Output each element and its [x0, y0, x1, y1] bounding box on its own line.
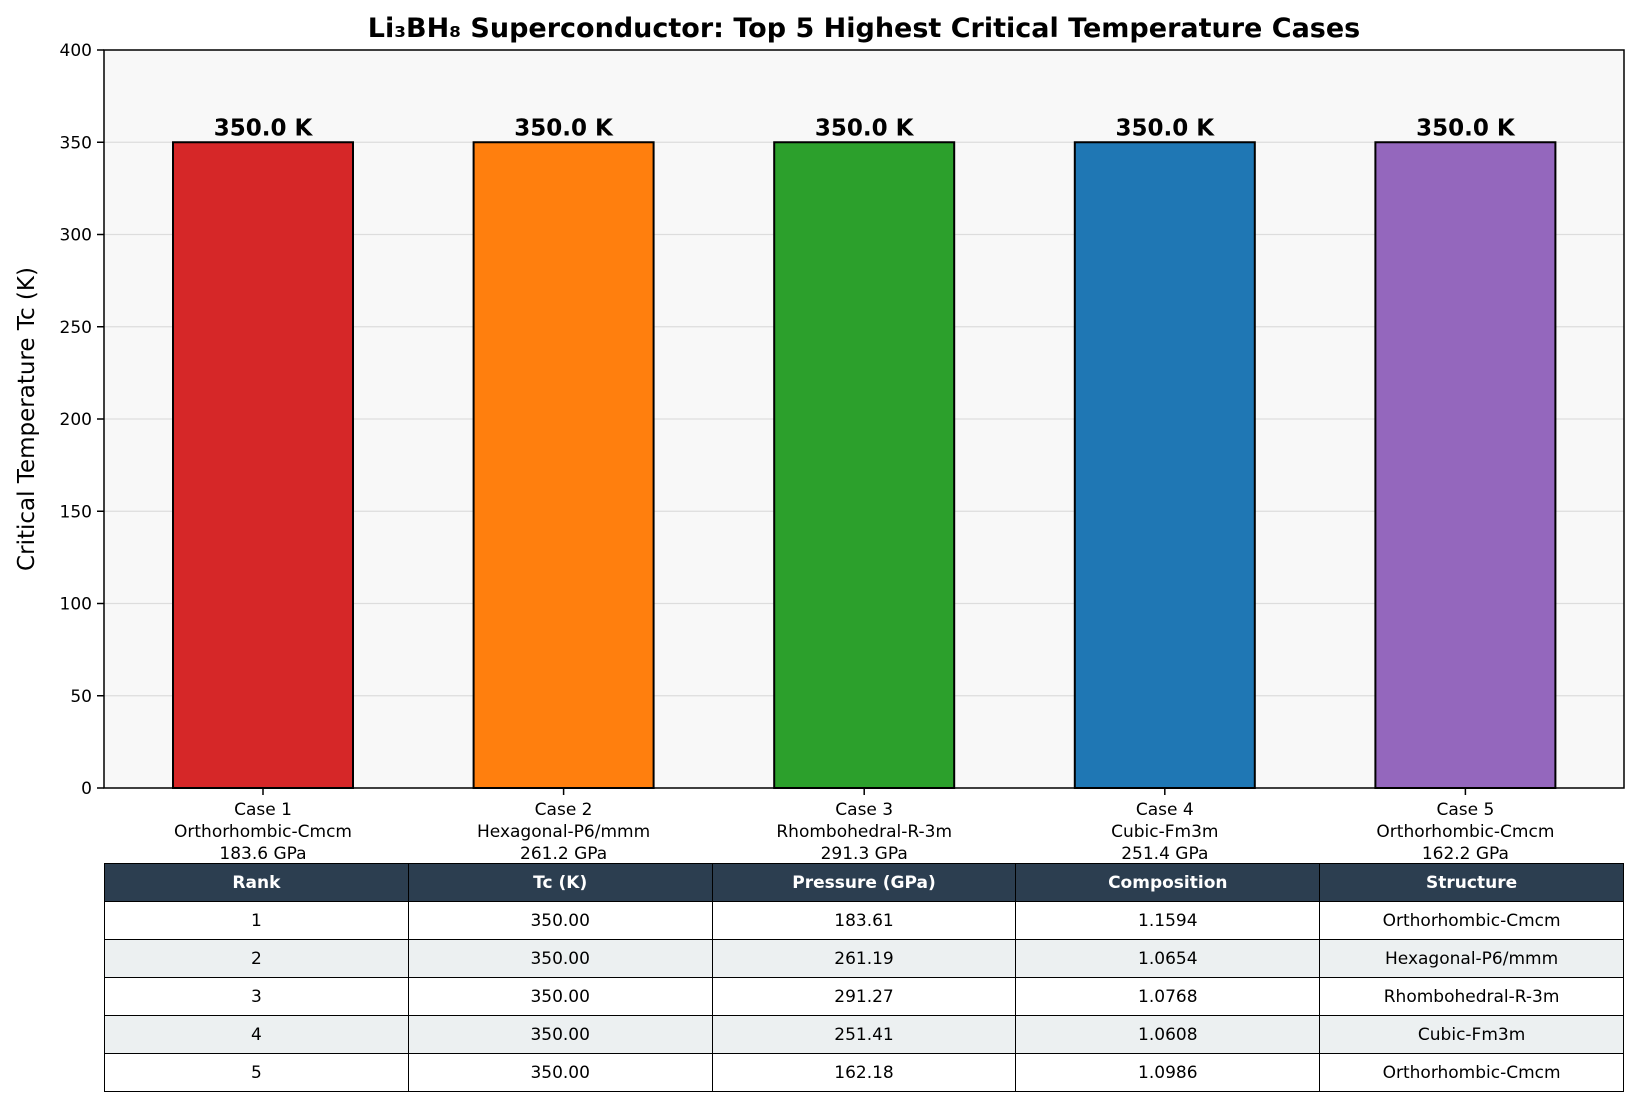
- y-tick-label: 350: [60, 133, 92, 153]
- bar: [172, 141, 354, 789]
- bars: 350.0 K 350.0 K 350.0 K 350.0 K 350.0 K: [172, 115, 1557, 789]
- table-cell: Orthorhombic-Cmcm: [1319, 1053, 1624, 1092]
- x-tick-label-line: Cubic-Fm3m: [1111, 822, 1218, 842]
- y-tick-label: 100: [60, 595, 92, 615]
- table-cell: 251.41: [711, 1015, 1017, 1054]
- x-tick-label-line: 251.4 GPa: [1121, 844, 1208, 864]
- table-cell: 5: [104, 1053, 409, 1092]
- table-cell: 162.18: [711, 1053, 1017, 1092]
- header-structure: Structure: [1319, 863, 1624, 902]
- chart-title: Li₃BH₈ Superconductor: Top 5 Highest Cri…: [368, 13, 1361, 44]
- x-tick-label-line: Hexagonal-P6/mmm: [477, 822, 650, 842]
- table-cell: 1.0654: [1015, 939, 1321, 978]
- x-tick-label-line: Case 5: [1436, 800, 1494, 820]
- table-row: 3 350.00 291.27 1.0768 Rhombohedral-R-3m: [104, 977, 1624, 1016]
- x-tick-label-line: Orthorhombic-Cmcm: [1376, 822, 1554, 842]
- header-rank: Rank: [104, 863, 409, 902]
- y-axis-label: Critical Temperature Tc (K): [14, 267, 40, 571]
- results-table: Rank Tc (K) Pressure (GPa) Composition S…: [104, 863, 1624, 1092]
- y-tick-label: 50: [70, 687, 92, 707]
- x-tick-label-line: 162.2 GPa: [1422, 844, 1509, 864]
- y-tick-label: 150: [60, 502, 92, 522]
- table-cell: 1.0608: [1015, 1015, 1321, 1054]
- table-cell: 4: [104, 1015, 409, 1054]
- x-tick-label-line: Case 4: [1136, 800, 1194, 820]
- table-row: 4 350.00 251.41 1.0608 Cubic-Fm3m: [104, 1015, 1624, 1054]
- x-tick-label-line: Orthorhombic-Cmcm: [174, 822, 352, 842]
- y-tick-label: 250: [60, 318, 92, 338]
- table-cell: 1: [104, 901, 409, 940]
- y-tick-label: 300: [60, 226, 92, 246]
- x-tick-label-line: Case 3: [835, 800, 893, 820]
- table-row: 2 350.00 261.19 1.0654 Hexagonal-P6/mmm: [104, 939, 1624, 978]
- table-cell: 350.00: [407, 939, 713, 978]
- table-cell: 350.00: [407, 901, 713, 940]
- bar-value-label: 350.0 K: [1116, 115, 1216, 141]
- bar-value-label: 350.0 K: [1416, 115, 1516, 141]
- table-cell: 3: [104, 977, 409, 1016]
- x-tick-label-line: 261.2 GPa: [520, 844, 607, 864]
- x-tick-label-line: Rhombohedral-R-3m: [776, 822, 952, 842]
- table-cell: 350.00: [407, 1015, 713, 1054]
- x-tick-label-line: 291.3 GPa: [821, 844, 908, 864]
- bar-value-label: 350.0 K: [514, 115, 614, 141]
- table-header-row: Rank Tc (K) Pressure (GPa) Composition S…: [104, 863, 1624, 902]
- table-cell: 350.00: [407, 977, 713, 1016]
- bar: [1073, 141, 1256, 789]
- header-composition: Composition: [1015, 863, 1321, 902]
- table-cell: Rhombohedral-R-3m: [1319, 977, 1624, 1016]
- y-tick-label: 0: [81, 779, 92, 799]
- header-pressure: Pressure (GPa): [711, 863, 1017, 902]
- y-tick-label: 200: [60, 410, 92, 430]
- table-cell: 291.27: [711, 977, 1017, 1016]
- table-cell: 1.0768: [1015, 977, 1321, 1016]
- header-tc: Tc (K): [407, 863, 713, 902]
- table-cell: Orthorhombic-Cmcm: [1319, 901, 1624, 940]
- bar-value-label: 350.0 K: [214, 115, 314, 141]
- table-row: 1 350.00 183.61 1.1594 Orthorhombic-Cmcm: [104, 901, 1624, 940]
- x-tick-label-line: 183.6 GPa: [219, 844, 306, 864]
- x-tick-label-line: Case 2: [535, 800, 593, 820]
- bar: [1374, 141, 1557, 789]
- bar: [472, 141, 655, 789]
- table-cell: 2: [104, 939, 409, 978]
- bar: [773, 141, 956, 789]
- bar-value-label: 350.0 K: [815, 115, 915, 141]
- table-cell: 1.0986: [1015, 1053, 1321, 1092]
- table-cell: 1.1594: [1015, 901, 1321, 940]
- table-cell: 261.19: [711, 939, 1017, 978]
- table-cell: 183.61: [711, 901, 1017, 940]
- table-row: 5 350.00 162.18 1.0986 Orthorhombic-Cmcm: [104, 1053, 1624, 1092]
- y-tick-label: 400: [60, 41, 92, 61]
- x-tick-label-line: Case 1: [234, 800, 292, 820]
- table-cell: Hexagonal-P6/mmm: [1319, 939, 1624, 978]
- table-cell: Cubic-Fm3m: [1319, 1015, 1624, 1054]
- table-cell: 350.00: [407, 1053, 713, 1092]
